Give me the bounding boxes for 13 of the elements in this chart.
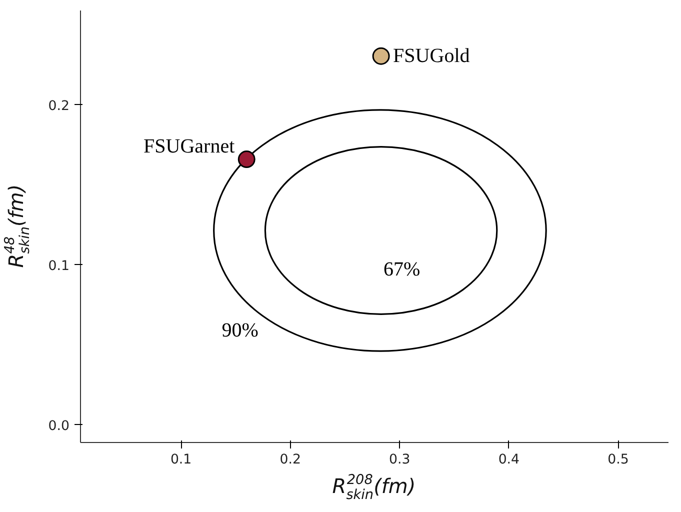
x-tick-label: 0.4 bbox=[498, 452, 520, 468]
x-tick-label: 0.3 bbox=[389, 452, 410, 468]
series-label: FSUGarnet bbox=[144, 135, 236, 158]
x-tick-label: 0.1 bbox=[170, 452, 192, 468]
y-tick-label: 0.0 bbox=[48, 418, 70, 434]
annotation: 67% bbox=[383, 258, 420, 281]
x-tick-label: 0.5 bbox=[608, 452, 629, 468]
annotation: 90% bbox=[222, 320, 258, 342]
y-tick-label: 0.1 bbox=[48, 258, 70, 274]
x-tick-label: 0.2 bbox=[280, 452, 301, 468]
y-axis-title: R48skin(fm) bbox=[2, 184, 33, 268]
y-tick-label: 0.2 bbox=[48, 98, 70, 114]
series-label: FSUGold bbox=[393, 45, 470, 68]
